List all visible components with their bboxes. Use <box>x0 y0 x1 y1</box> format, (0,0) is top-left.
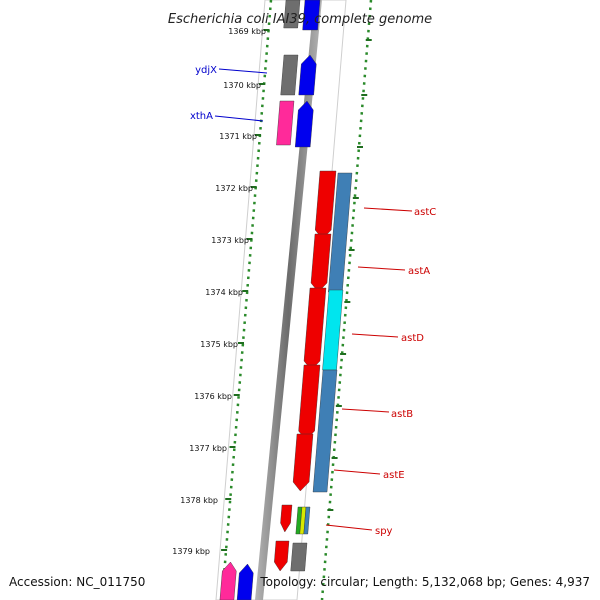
gene-label-astA[interactable]: astA <box>408 266 430 277</box>
tick-label-1373: 1373 kbp <box>211 236 249 245</box>
gene-label-ydjX[interactable]: ydjX <box>195 65 217 76</box>
leader-astD <box>351 333 399 338</box>
ruler-ticks <box>221 29 372 551</box>
cds-gray-ydjX[interactable] <box>280 54 299 96</box>
outer-dotted-circle <box>320 0 373 600</box>
cds-pink-xthA[interactable] <box>276 100 295 146</box>
leader-astA <box>357 266 406 271</box>
ruler-tick-labels: 1369 kbp 1370 kbp 1371 kbp 1372 kbp 1373… <box>172 27 266 556</box>
gene-label-spy[interactable]: spy <box>375 526 393 537</box>
gene-label-astC[interactable]: astC <box>414 207 436 218</box>
tick-label-1369: 1369 kbp <box>228 27 266 36</box>
feature-steel-2[interactable] <box>312 369 338 493</box>
cds-red-lower[interactable] <box>274 540 290 572</box>
cds-gray-lower[interactable] <box>290 542 308 572</box>
cds-gray-top[interactable] <box>283 0 301 29</box>
leader-astB <box>341 408 390 413</box>
topology-text: Topology: circular; Length: 5,132,068 bp… <box>259 575 590 589</box>
tick-label-1371: 1371 kbp <box>219 132 257 141</box>
gene-label-leaders <box>214 68 413 531</box>
map-title: Escherichia coli IAI39, complete genome <box>168 12 432 27</box>
tick-label-1378: 1378 kbp <box>180 496 218 505</box>
gene-label-astD[interactable]: astD <box>401 333 424 344</box>
inner-strand-features <box>219 0 321 600</box>
leader-xthA <box>214 115 264 122</box>
ruler-dots <box>220 0 373 600</box>
gene-label-xthA[interactable]: xthA <box>190 111 213 122</box>
gene-labels: ydjX xthA astC astA astD astB astE spy <box>190 65 436 537</box>
inner-dotted-circle <box>220 0 273 600</box>
outer-strand-features <box>274 170 353 572</box>
accession-text: Accession: NC_011750 <box>9 575 145 589</box>
tick-label-1374: 1374 kbp <box>205 288 243 297</box>
cds-blue-top[interactable] <box>302 0 321 31</box>
cds-red-astA[interactable] <box>310 233 332 293</box>
cds-red-astE[interactable] <box>292 433 314 492</box>
feature-steel-spy[interactable] <box>303 506 311 535</box>
feature-cyan[interactable] <box>322 289 344 371</box>
tick-label-1377: 1377 kbp <box>189 444 227 453</box>
genome-backbone <box>255 0 322 600</box>
cds-blue-ydjX[interactable] <box>298 54 317 96</box>
cds-red-spy[interactable] <box>280 504 293 533</box>
gene-label-astB[interactable]: astB <box>391 409 413 420</box>
tick-label-1375: 1375 kbp <box>200 340 238 349</box>
gene-label-astE[interactable]: astE <box>383 470 405 481</box>
tick-label-1370: 1370 kbp <box>223 81 261 90</box>
tick-label-1372: 1372 kbp <box>215 184 253 193</box>
cds-blue-bottom[interactable] <box>236 563 254 600</box>
tick-label-1379: 1379 kbp <box>172 547 210 556</box>
cds-blue-xthA[interactable] <box>294 100 314 148</box>
cds-pink-bottom[interactable] <box>219 561 237 600</box>
leader-ydjX <box>218 68 268 74</box>
leader-spy <box>325 524 373 531</box>
leader-astE <box>333 469 381 475</box>
track-band <box>215 0 347 600</box>
leader-astC <box>363 207 413 212</box>
tick-label-1376: 1376 kbp <box>194 392 232 401</box>
